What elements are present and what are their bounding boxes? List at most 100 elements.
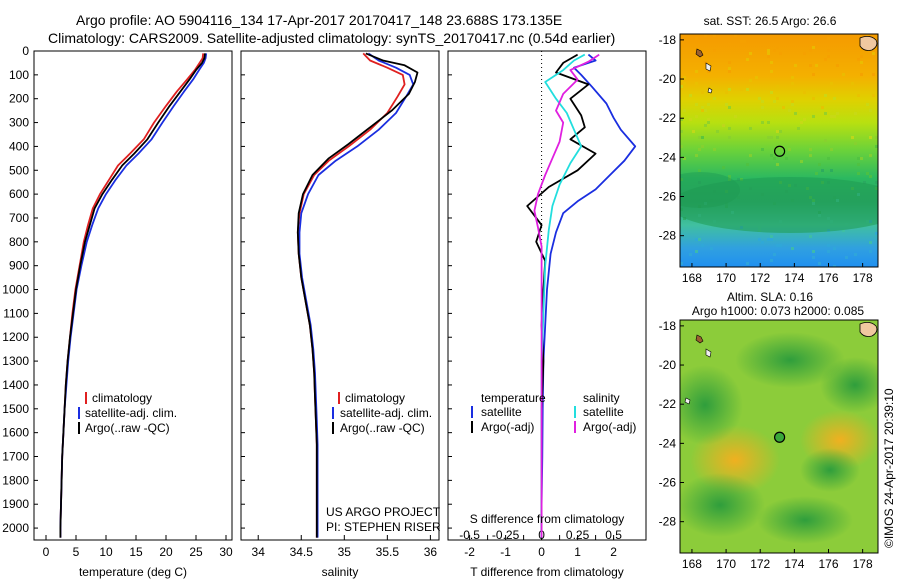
- sst-pixel: [812, 73, 815, 76]
- argo-location-marker: [773, 145, 786, 157]
- difference-plot-frame: [447, 50, 647, 541]
- sst-pixel: [698, 148, 701, 151]
- sst-pixel: [695, 250, 698, 253]
- sst-pixel: [695, 37, 698, 40]
- sst-pixel: [791, 103, 794, 106]
- sla-anomaly: [820, 357, 878, 413]
- sst-pixel: [872, 94, 875, 97]
- sst-pixel: [866, 34, 869, 37]
- x-tick-label: 5: [73, 545, 80, 559]
- sst-pixel: [683, 76, 686, 79]
- sst-pixel: [728, 70, 731, 73]
- x-tick-label: 34.5: [290, 545, 314, 559]
- sst-map-frame: [679, 33, 879, 268]
- depth-tick-label: 100: [9, 68, 29, 82]
- salinity-panel: 34 34.5 35 35.5 36: [252, 52, 437, 559]
- sst-pixel: [776, 163, 779, 166]
- sst-pixel: [722, 124, 725, 127]
- sst-pixel: [728, 136, 731, 139]
- sst-pixel: [809, 64, 812, 67]
- sst-pixel: [707, 70, 710, 73]
- sst-pixel: [698, 181, 701, 184]
- map-x-tick-label: 170: [716, 557, 736, 571]
- sst-pixel: [860, 73, 863, 76]
- sst-pixel: [680, 118, 683, 121]
- sst-pixel: [740, 40, 743, 43]
- sla-map-subtitle: Argo h1000: 0.073 h2000: 0.085: [692, 304, 864, 318]
- x-tick-label: 35.5: [376, 545, 400, 559]
- sst-pixel: [824, 139, 827, 142]
- sst-pixel: [773, 49, 776, 52]
- sst-pixel: [767, 49, 770, 52]
- s-tick-label: 0.5: [605, 528, 622, 542]
- sst-pixel: [875, 232, 878, 235]
- sst-pixel: [746, 58, 749, 61]
- sst-pixel: [701, 145, 704, 148]
- sst-pixel: [788, 148, 791, 151]
- sst-pixel: [749, 127, 752, 130]
- sla-anomaly: [680, 473, 765, 537]
- sst-pixel: [761, 241, 764, 244]
- legend-label-argo: Argo(..raw -QC): [340, 421, 425, 435]
- sst-pixel: [767, 52, 770, 55]
- sst-pixel: [770, 154, 773, 157]
- sst-pixel: [728, 106, 731, 109]
- sst-pixel: [770, 235, 773, 238]
- legend-label-s-argo: Argo(-adj): [583, 420, 636, 434]
- sst-pixel: [875, 145, 878, 148]
- map-y-tick-label: -18: [659, 33, 677, 47]
- s-tick-label: -0.25: [492, 528, 520, 542]
- sst-pixel: [683, 109, 686, 112]
- sst-pixel: [827, 244, 830, 247]
- legend-label-t-satellite: satellite: [481, 405, 522, 419]
- sst-pixel: [701, 106, 704, 109]
- sst-pixel: [860, 61, 863, 64]
- sst-pixel: [782, 106, 785, 109]
- x-tick-label: 0: [43, 545, 50, 559]
- sst-pixel: [716, 130, 719, 133]
- sst-pixel: [695, 154, 698, 157]
- x-tick-label: 2: [610, 545, 617, 559]
- sst-pixel: [869, 109, 872, 112]
- map-x-tick-label: 168: [682, 557, 702, 571]
- map-y-tick-label: -24: [659, 150, 677, 164]
- sst-pixel: [767, 121, 770, 124]
- sst-pixel: [725, 91, 728, 94]
- island-icon: [684, 397, 691, 405]
- temperature-plot-frame: [33, 50, 233, 541]
- sst-pixel: [827, 55, 830, 58]
- sst-pixel: [833, 265, 836, 267]
- sst-pixel: [749, 52, 752, 55]
- sst-pixel: [743, 40, 746, 43]
- sst-pixel: [800, 160, 803, 163]
- island-icon: [859, 322, 878, 337]
- sst-pixel: [776, 46, 779, 49]
- depth-tick-label: 1700: [2, 450, 29, 464]
- sst-pixel: [704, 124, 707, 127]
- sla-map-title: Altim. SLA: 0.16: [727, 290, 813, 304]
- sst-pixel: [794, 64, 797, 67]
- sst-pixel: [854, 253, 857, 256]
- island-icon: [705, 62, 712, 72]
- sst-pixel: [767, 136, 770, 139]
- project-annotation-line-1: US ARGO PROJECT: [326, 505, 441, 519]
- sst-pixel: [791, 76, 794, 79]
- x-tick-label: 15: [129, 545, 143, 559]
- difference-panel: -2 -1 0 1 2-0.5 -0.25 0 0.25 0.5: [459, 51, 637, 559]
- sst-pixel: [713, 148, 716, 151]
- map-y-tick-label: -18: [659, 319, 677, 333]
- depth-tick-label: 600: [9, 187, 29, 201]
- sst-pixel: [866, 172, 869, 175]
- sst-pixel: [857, 94, 860, 97]
- sst-pixel: [776, 97, 779, 100]
- sst-pixel: [704, 34, 707, 37]
- depth-axis: 0 100 200 300 400 500 600 700 800 900 1000 1100 1200…: [2, 44, 452, 535]
- legend-label-satellite: satellite-adj. clim.: [85, 406, 177, 420]
- sst-pixel: [758, 97, 761, 100]
- legend-label-argo: Argo(..raw -QC): [85, 421, 170, 435]
- map-y-tick-label: -22: [659, 111, 677, 125]
- sla-anomaly: [680, 365, 743, 445]
- sst-pixel: [842, 73, 845, 76]
- sst-pixel: [704, 109, 707, 112]
